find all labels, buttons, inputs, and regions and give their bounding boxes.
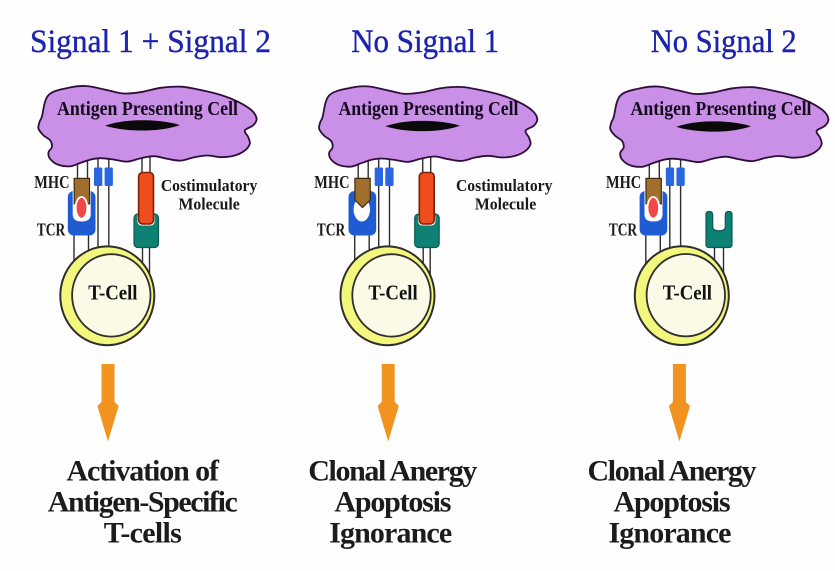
svg-text:Antigen Presenting Cell: Antigen Presenting Cell (339, 99, 520, 120)
svg-text:Antigen Presenting Cell: Antigen Presenting Cell (631, 99, 813, 120)
svg-text:MHC: MHC (606, 172, 641, 192)
svg-text:Ignorance: Ignorance (329, 517, 452, 550)
svg-text:Molecule: Molecule (475, 195, 536, 214)
svg-text:Costimulatory: Costimulatory (456, 176, 553, 195)
svg-text:T-cells: T-cells (104, 517, 182, 550)
svg-text:Clonal Anergy: Clonal Anergy (308, 455, 477, 488)
svg-text:No Signal 1: No Signal 1 (351, 24, 499, 60)
svg-text:Antigen Presenting Cell: Antigen Presenting Cell (57, 99, 239, 120)
svg-text:Molecule: Molecule (179, 195, 240, 214)
svg-text:Apoptosis: Apoptosis (614, 486, 731, 519)
svg-text:Ignorance: Ignorance (609, 517, 732, 550)
svg-text:Antigen-Specific: Antigen-Specific (48, 486, 238, 519)
svg-text:Apoptosis: Apoptosis (334, 486, 451, 519)
svg-text:Clonal Anergy: Clonal Anergy (588, 455, 757, 488)
svg-text:Activation of: Activation of (67, 455, 221, 488)
svg-text:TCR: TCR (37, 220, 66, 240)
svg-text:Costimulatory: Costimulatory (161, 176, 258, 195)
svg-text:MHC: MHC (34, 172, 69, 192)
svg-text:No Signal 2: No Signal 2 (651, 24, 797, 60)
svg-text:TCR: TCR (609, 220, 638, 240)
svg-text:MHC: MHC (314, 172, 349, 192)
svg-text:TCR: TCR (317, 220, 346, 240)
svg-text:Signal 1 + Signal 2: Signal 1 + Signal 2 (30, 24, 271, 60)
